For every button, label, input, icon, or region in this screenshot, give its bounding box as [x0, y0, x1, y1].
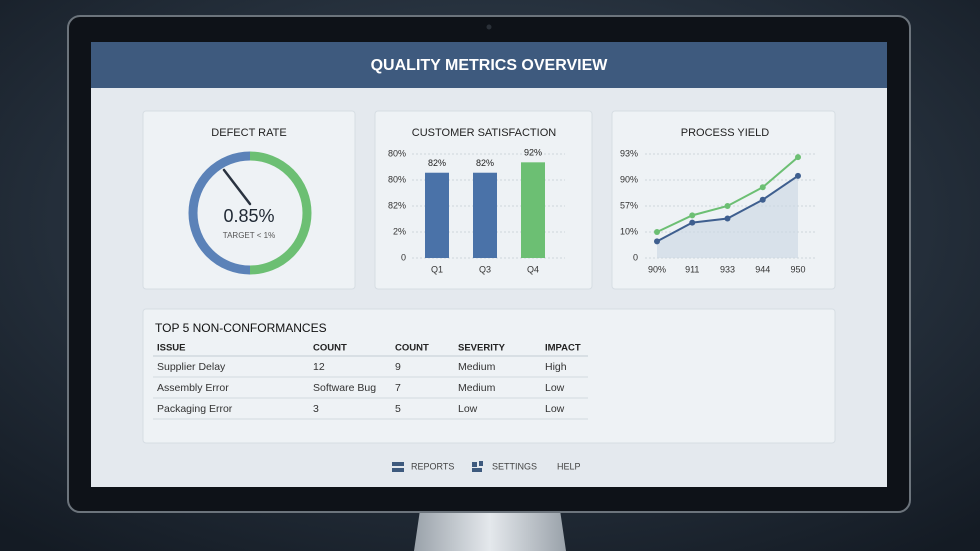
table-cell: 5 [395, 403, 401, 415]
table-header: IMPACT [545, 343, 581, 354]
bar-label: 92% [524, 148, 542, 158]
table-header: COUNT [313, 343, 347, 354]
y-tick-label: 93% [620, 148, 638, 158]
table-header: ISSUE [157, 343, 186, 354]
y-tick-label: 80% [388, 174, 406, 184]
table-cell: High [545, 361, 567, 373]
y-tick-label: 80% [388, 148, 406, 158]
table-cell: Low [545, 403, 565, 415]
header-title: QUALITY METRICS OVERVIEW [371, 57, 609, 74]
monitor-stand [414, 510, 566, 551]
camera [486, 24, 492, 30]
y-tick-label: 90% [620, 174, 638, 184]
point [654, 229, 660, 235]
x-tick-label: 911 [685, 264, 699, 274]
area-fill [657, 175, 798, 258]
point [795, 154, 801, 161]
x-tick-label: Q3 [479, 264, 491, 274]
gauge-needle [222, 168, 252, 206]
gauge-value: 0.85% [223, 206, 274, 226]
x-tick-label: Q1 [431, 264, 443, 274]
point [724, 215, 731, 222]
gauge-subtitle: TARGET < 1% [223, 231, 275, 240]
nav-item[interactable]: HELP [557, 461, 581, 471]
x-tick-label: 933 [720, 264, 735, 274]
point [795, 172, 801, 179]
nav-item[interactable]: SETTINGS [492, 461, 537, 471]
x-tick-label: 944 [755, 264, 770, 274]
bar [425, 172, 449, 258]
y-tick-label: 82% [388, 200, 406, 210]
bar [521, 162, 545, 258]
nav-item[interactable]: REPORTS [411, 461, 454, 471]
nav-icon [392, 462, 404, 466]
point [724, 203, 731, 209]
table-cell: Packaging Error [157, 403, 233, 415]
nav-icon [479, 461, 483, 466]
y-tick-label: 0 [401, 252, 406, 262]
table-cell: Software Bug [313, 382, 376, 394]
point [759, 184, 766, 191]
nav-icon [472, 462, 477, 467]
nav-icon [472, 468, 482, 472]
table-cell: Supplier Delay [157, 361, 226, 373]
table-title: TOP 5 NON-CONFORMANCES [155, 321, 327, 335]
gauge-title: DEFECT RATE [211, 127, 286, 139]
table-cell: Medium [458, 361, 496, 373]
card [142, 308, 836, 444]
bar-label: 82% [476, 158, 494, 168]
table-cell: Low [458, 403, 478, 415]
table-cell: Assembly Error [157, 382, 229, 394]
header-bar [91, 42, 887, 88]
y-tick-label: 2% [393, 226, 406, 236]
table-cell: 7 [395, 382, 401, 394]
x-tick-label: Q4 [527, 264, 539, 274]
table-cell: Low [545, 382, 565, 394]
gauge-ring [188, 151, 251, 275]
gauge-ring [249, 151, 312, 275]
point [654, 238, 660, 245]
point [689, 212, 696, 219]
table-header: SEVERITY [458, 343, 506, 354]
point [759, 196, 766, 203]
table-header: COUNT [395, 343, 429, 354]
y-tick-label: 10% [620, 226, 638, 236]
table-cell: 3 [313, 403, 319, 415]
x-tick-label: 950 [790, 264, 805, 274]
bar-label: 82% [428, 158, 446, 168]
bar [473, 172, 497, 258]
y-tick-label: 57% [620, 200, 638, 210]
chart-title: CUSTOMER SATISFACTION [412, 127, 556, 139]
point [689, 219, 696, 226]
table-cell: 9 [395, 361, 401, 373]
chart-title: PROCESS YIELD [681, 127, 769, 139]
x-tick-label: 90% [648, 264, 666, 274]
table-cell: 12 [313, 361, 325, 373]
y-tick-label: 0 [633, 252, 638, 262]
nav-icon [392, 468, 404, 472]
table-cell: Medium [458, 382, 496, 394]
